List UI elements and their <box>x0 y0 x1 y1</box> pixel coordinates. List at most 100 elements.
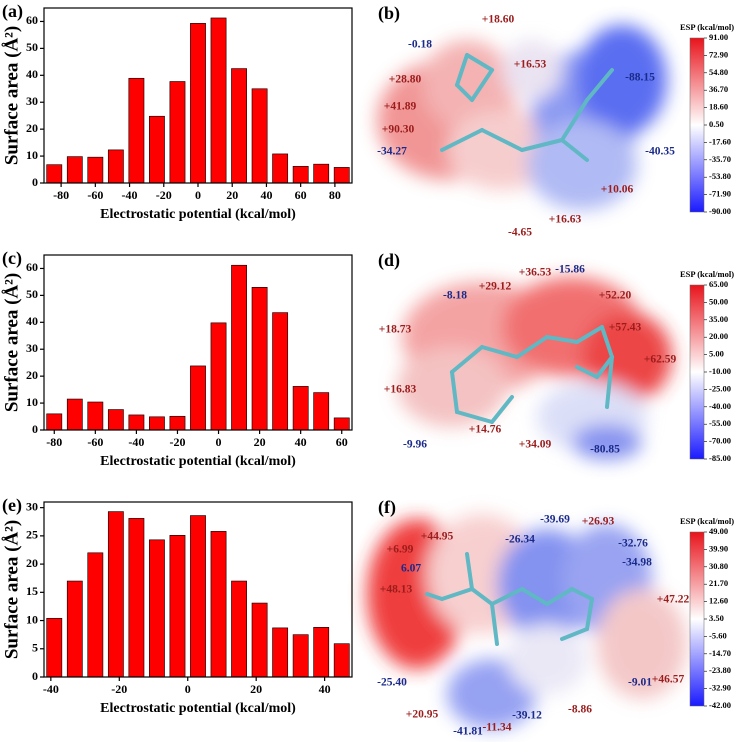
bar <box>251 602 268 678</box>
esp-annotation: +6.99 <box>387 544 414 556</box>
bar <box>231 580 247 678</box>
esp-annotation: -9.01 <box>628 677 652 689</box>
esp-annotation: +62.59 <box>644 354 677 366</box>
bond <box>560 627 589 641</box>
bond <box>585 68 614 102</box>
bar <box>87 401 104 431</box>
bond <box>490 395 514 424</box>
bond <box>575 325 604 344</box>
bar <box>66 156 83 184</box>
bond <box>570 587 594 601</box>
bond <box>585 597 594 631</box>
bar <box>313 163 330 184</box>
bar <box>66 580 83 678</box>
bond <box>545 335 579 344</box>
esp-annotation: -4.65 <box>508 227 532 239</box>
y-tick-label: 20 <box>26 121 38 135</box>
colorbar-tick-label: 12.60 <box>709 596 728 606</box>
colorbar-tick-label: -55.00 <box>709 418 731 428</box>
colorbar-tick-label: 36.70 <box>709 84 728 94</box>
bond <box>520 138 564 152</box>
bond <box>595 355 614 379</box>
chart-panel: 0 10 20 30 40 50 60 -80 -60 -40 -20 0 20 40 60 Electros… <box>1 248 353 469</box>
panel-label: (a) <box>2 1 23 22</box>
x-axis-label: Electrostatic potential (kcal/mol) <box>100 701 296 716</box>
bar <box>251 88 268 184</box>
x-tick-label: -80 <box>53 188 69 202</box>
colorbar-tick-label: 3.50 <box>709 613 724 623</box>
colorbar-title: ESP (kcal/mol) <box>680 22 734 32</box>
bond <box>470 68 494 102</box>
x-tick-label: -80 <box>46 435 62 449</box>
colorbar-tick-label: 21.70 <box>709 578 728 588</box>
x-axis-label: Electrostatic potential (kcal/mol) <box>100 207 296 222</box>
esp-annotation: +48.13 <box>380 584 413 596</box>
x-tick-label: 60 <box>295 188 307 202</box>
y-tick-label: 10 <box>26 395 38 409</box>
bar <box>292 166 309 184</box>
y-tick-label: 15 <box>26 584 38 598</box>
colorbar-tick-label: -14.70 <box>709 648 731 658</box>
esp-annotation: -11.34 <box>482 722 511 734</box>
esp-annotation: +90.30 <box>382 124 415 136</box>
bar <box>107 149 124 184</box>
x-tick-label: 0 <box>185 682 191 696</box>
colorbar-tick-label: -42.00 <box>709 700 731 710</box>
bond <box>490 602 499 646</box>
y-tick-label: 5 <box>32 641 38 655</box>
colorbar-tick-label: -85.00 <box>709 453 731 463</box>
chart-panel: 0 10 20 30 40 50 60 -80 -60 -40 -20 0 20 40 60 80 Electr… <box>1 1 353 222</box>
bar <box>231 264 247 431</box>
bond <box>490 587 524 606</box>
esp-annotation: +16.63 <box>549 214 582 226</box>
bar <box>251 287 268 431</box>
bar <box>128 77 145 184</box>
colorbar-tick-label: 20.00 <box>709 331 728 341</box>
panel-label: (e) <box>2 495 22 516</box>
y-axis-label: Surface area (Å²) <box>1 520 22 659</box>
bar <box>87 552 104 678</box>
x-tick-label: 80 <box>329 188 341 202</box>
bar <box>169 415 186 431</box>
chart-panel: 0 5 10 15 20 25 30 -40 -20 0 20 40 Electrostatic pot… <box>1 495 353 716</box>
plot-frame <box>43 501 353 678</box>
bond <box>465 53 494 72</box>
colorbar <box>689 531 705 707</box>
esp-annotation: +18.73 <box>379 324 412 336</box>
esp-annotation: +57.43 <box>609 322 642 334</box>
y-tick-label: 20 <box>26 556 38 570</box>
panel-label: (f) <box>378 497 396 518</box>
bar <box>66 398 83 431</box>
colorbar-tick-label: 65.00 <box>709 279 728 289</box>
colorbar-tick-label: -32.90 <box>709 683 731 693</box>
colorbar-tick-label: 39.90 <box>709 543 728 553</box>
x-tick-label: 20 <box>226 188 238 202</box>
y-tick-label: 40 <box>26 67 38 81</box>
y-tick-label: 60 <box>26 260 38 274</box>
esp-annotation: -34.98 <box>622 557 652 569</box>
bar <box>190 515 206 678</box>
esp-annotation: +41.89 <box>384 101 417 113</box>
x-tick-label: -40 <box>128 435 144 449</box>
bond <box>545 587 574 606</box>
surface-region <box>572 424 642 460</box>
esp-annotation: +16.83 <box>384 384 417 396</box>
bond <box>455 53 469 87</box>
bar <box>149 115 165 184</box>
esp-annotation: -39.12 <box>512 710 542 722</box>
y-tick-label: 10 <box>26 148 38 162</box>
x-tick-label: 0 <box>216 435 222 449</box>
colorbar-tick-label: -70.00 <box>709 436 731 446</box>
surface-region <box>502 40 562 100</box>
bond <box>455 410 494 424</box>
x-tick-label: -20 <box>111 682 127 696</box>
bar <box>128 518 145 678</box>
bar <box>107 409 124 431</box>
esp-annotation: +16.53 <box>514 59 547 71</box>
panel-label: (b) <box>378 3 400 24</box>
esp-annotation: -80.85 <box>590 444 620 456</box>
esp-annotation: +52.20 <box>599 290 632 302</box>
y-tick-label: 40 <box>26 314 38 328</box>
y-tick-label: 60 <box>26 13 38 27</box>
bar <box>313 627 330 678</box>
